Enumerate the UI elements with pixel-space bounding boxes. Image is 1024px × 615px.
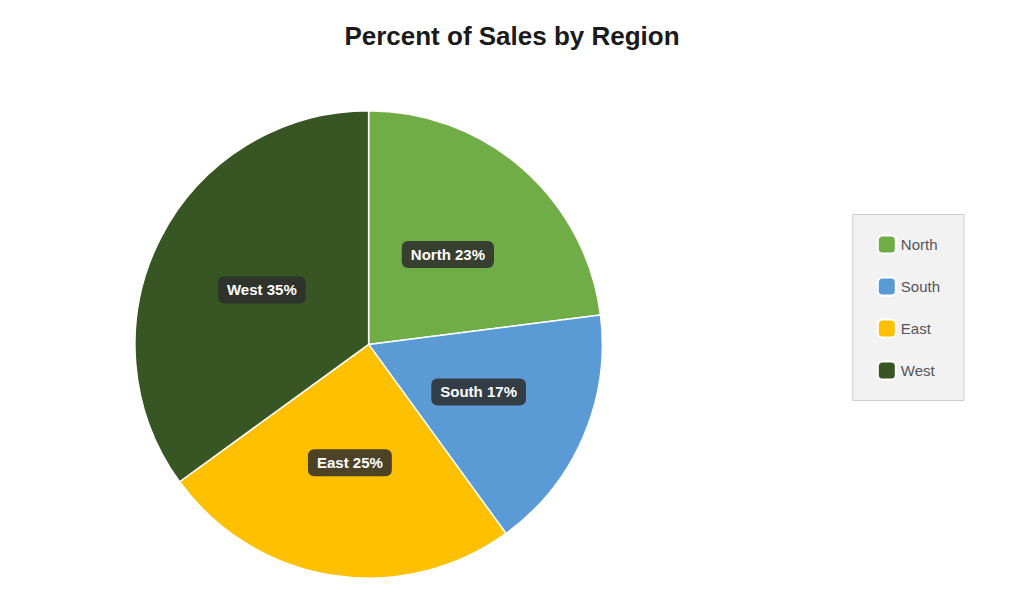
svg-text:East 25%: East 25% xyxy=(317,454,383,471)
svg-text:West 35%: West 35% xyxy=(227,281,297,298)
svg-text:North: North xyxy=(901,236,938,253)
svg-text:East: East xyxy=(901,320,932,337)
svg-text:South: South xyxy=(901,278,940,295)
svg-text:Percent of Sales by Region: Percent of Sales by Region xyxy=(344,21,679,51)
svg-text:North 23%: North 23% xyxy=(411,246,485,263)
svg-text:West: West xyxy=(901,362,936,379)
svg-text:South 17%: South 17% xyxy=(440,383,517,400)
